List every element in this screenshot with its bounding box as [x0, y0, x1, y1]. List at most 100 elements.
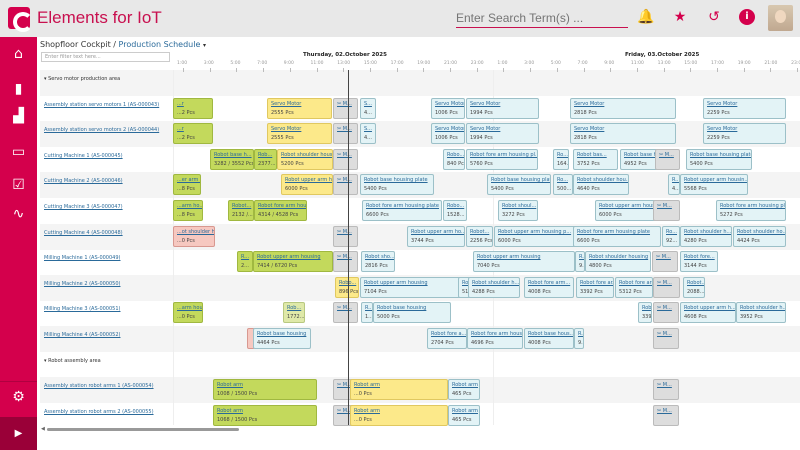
order-title[interactable]: Robot fore arm housing plate [366, 203, 440, 209]
order-title[interactable]: ✂ M... [337, 407, 352, 414]
order-bar[interactable]: R... 4... [668, 174, 680, 196]
order-bar[interactable]: Robot... 2132 /... [228, 200, 254, 221]
order-title[interactable]: ✂ M... [337, 228, 352, 235]
order-bar[interactable]: Robot... 2088... [683, 276, 705, 298]
order-bar[interactable]: Robot arm ...0 Pcs [350, 379, 448, 401]
maintenance-block[interactable]: ✂ M... [653, 276, 680, 298]
bell-icon[interactable]: 🔔 [637, 9, 655, 25]
order-title[interactable]: Robot fore arm housing pl... [470, 151, 538, 158]
order-bar[interactable]: Robot upper arm housin... 5568 Pcs [680, 174, 748, 196]
order-bar[interactable]: Robot base housing plate 5400 Pcs [686, 148, 752, 170]
order-title[interactable]: Robot fore... [684, 254, 715, 261]
order-title[interactable]: Robot shoulder h... [472, 279, 520, 286]
order-bar[interactable]: ...r ...2 Pcs [173, 97, 213, 119]
order-title[interactable]: Ro... [557, 151, 568, 158]
sidebar-item-settings[interactable]: ⚙ [0, 381, 37, 411]
order-title[interactable]: ✂ M... [657, 382, 672, 389]
order-bar[interactable]: Robot fore arm hou... 4314 / 4528 Pcs [254, 200, 307, 221]
order-bar[interactable]: Robot upper arm housing 7104 Pcs [360, 276, 464, 298]
order-title[interactable]: ✂ M... [659, 151, 674, 158]
order-title[interactable]: Robo... [339, 280, 356, 286]
order-title[interactable]: Robot arm [354, 382, 380, 389]
maintenance-block[interactable]: ✂ M... [653, 302, 679, 324]
order-title[interactable]: R... [365, 305, 373, 312]
order-bar[interactable]: Robot fore ar... 3392 Pcs [576, 276, 614, 298]
order-title[interactable]: R... [578, 331, 583, 337]
order-title[interactable]: Robot arm [217, 382, 243, 389]
order-bar[interactable]: Robot shoulder housing 4800 Pcs [585, 251, 651, 273]
order-bar[interactable]: Servo Motor 2259 Pcs [703, 97, 786, 119]
order-title[interactable]: Robot arm [217, 407, 243, 414]
order-title[interactable]: Robot upper arm housin... [684, 177, 748, 184]
order-bar[interactable]: R... 2... [237, 251, 253, 273]
order-bar[interactable]: Robot fore arm hous... 4696 Pcs [467, 328, 523, 349]
order-bar[interactable]: Robot... 3392... [638, 302, 652, 324]
order-title[interactable]: R... [241, 254, 250, 261]
order-bar[interactable]: R... 1... [361, 302, 373, 324]
resource-link[interactable]: Milling Machine 3 (AS-000051) [44, 306, 121, 313]
order-bar[interactable]: Robot fore... 3144 Pcs [680, 251, 718, 273]
maintenance-block[interactable]: ✂ M... [333, 302, 358, 324]
maintenance-block[interactable]: ✂ M... [653, 404, 679, 426]
order-title[interactable]: Robot sho... [365, 254, 395, 261]
breadcrumb-current[interactable]: Production Schedule [118, 40, 201, 49]
maintenance-block[interactable]: ✂ M... [653, 200, 680, 221]
order-bar[interactable]: Robot fore arm housing pl... 5272 Pcs [716, 200, 786, 221]
order-title[interactable]: ...r [177, 126, 184, 133]
order-bar[interactable]: Robot upper arm housing 7414 / 6720 Pcs [253, 251, 333, 273]
order-bar[interactable]: Robo... 896 Pcs [335, 276, 359, 298]
order-title[interactable]: Robot fore arm housing plate [577, 228, 651, 235]
order-bar[interactable]: Ro... 92... [662, 225, 680, 247]
order-title[interactable]: ...er arm h... [177, 177, 200, 184]
order-bar[interactable]: Robot shoulder h... 3952 Pcs [736, 302, 786, 324]
resource-link[interactable]: Cutting Machine 1 (AS-000045) [44, 152, 123, 159]
info-icon[interactable]: i [739, 9, 755, 25]
order-title[interactable]: Ro... [557, 177, 568, 184]
sidebar-expand-button[interactable]: ▶ [0, 417, 37, 450]
order-bar[interactable]: Robot fore arm housing pl... 5760 Pcs [466, 148, 538, 170]
sidebar-item-documents[interactable]: ▮ [0, 74, 37, 104]
order-title[interactable]: Robot upper arm housing [257, 254, 321, 261]
order-bar[interactable]: Robot upper arm hou... 6000 Pcs [281, 174, 333, 196]
maintenance-block[interactable]: ✂ M... [653, 379, 679, 401]
sidebar-item-steps[interactable]: ▟ [0, 101, 37, 131]
order-title[interactable]: ✂ M... [656, 254, 671, 261]
order-title[interactable]: Robot upper arm hou... [285, 177, 332, 184]
order-bar[interactable]: Robo... 840 Pcs [443, 148, 465, 170]
breadcrumb-root[interactable]: Shopfloor Cockpit [40, 40, 111, 49]
order-bar[interactable]: R... 9... [574, 328, 584, 349]
order-title[interactable]: ✂ M... [337, 254, 352, 261]
order-title[interactable]: Robot... [232, 203, 252, 209]
order-title[interactable]: Robot base housing plate [364, 177, 428, 184]
resource-link[interactable]: Assembly station servo motors 2 (AS-0000… [44, 127, 160, 134]
order-bar[interactable]: R... 9... [575, 251, 585, 273]
order-bar[interactable]: ...ot shoulder h... ...0 Pcs [173, 225, 215, 247]
order-title[interactable]: ✂ M... [337, 126, 352, 133]
order-bar[interactable]: Servo Motor 1994 Pcs [466, 97, 539, 119]
order-title[interactable]: Robot base h... [624, 151, 658, 158]
order-bar[interactable]: Robot fore arm... 5312 Pcs [615, 276, 653, 298]
order-bar[interactable]: Ro... 500... [553, 174, 573, 196]
order-title[interactable]: ✂ M... [657, 407, 672, 414]
resource-link[interactable]: Cutting Machine 3 (AS-000047) [44, 204, 123, 210]
order-title[interactable]: Servo Motor [271, 126, 302, 133]
group-header[interactable]: ▾ Servo motor production area [44, 76, 121, 82]
order-title[interactable]: Robot upper arm housing p... [498, 228, 572, 235]
resource-link[interactable]: Milling Machine 2 (AS-000050) [44, 280, 121, 287]
order-title[interactable]: Robot... [470, 228, 490, 235]
order-bar[interactable]: Robo... 1528... [443, 200, 467, 221]
order-bar[interactable]: Servo Motor 2818 Pcs [570, 97, 676, 119]
order-bar[interactable]: Robot base housing plate 5400 Pcs [487, 174, 551, 196]
maintenance-block[interactable]: ✂ M... [333, 251, 358, 273]
resource-link[interactable]: Cutting Machine 2 (AS-000046) [44, 178, 123, 185]
order-title[interactable]: R... [672, 177, 680, 184]
sidebar-item-dashboard[interactable]: ▭ [0, 137, 37, 167]
order-title[interactable]: Servo Motor [435, 100, 465, 107]
history-icon[interactable]: ↺ [708, 9, 720, 25]
order-bar[interactable]: Robot upper arm housing 7040 Pcs [473, 251, 575, 273]
sidebar-item-checklist[interactable]: ☑ [0, 170, 37, 200]
order-bar[interactable]: Robot arm ...0 Pcs [350, 404, 448, 426]
order-title[interactable]: Robot shoulder housing [281, 151, 333, 158]
order-title[interactable]: Robot bas... [577, 151, 607, 158]
order-title[interactable]: ...ot shoulder h... [177, 228, 215, 235]
